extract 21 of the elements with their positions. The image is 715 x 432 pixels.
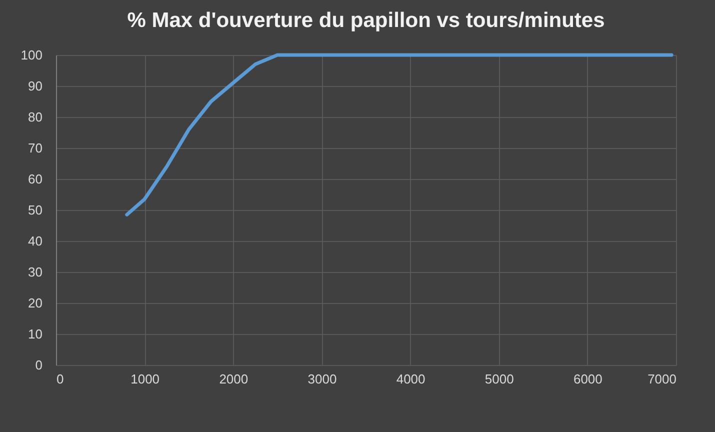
y-tick-label: 40	[28, 234, 42, 248]
y-tick-label: 50	[28, 202, 42, 218]
x-tick-label: 1000	[130, 372, 160, 386]
x-tick-label: 0	[56, 372, 64, 386]
y-tick-label: 80	[28, 110, 42, 124]
y-tick-label: 20	[28, 296, 42, 310]
y-tick-label: 60	[28, 172, 42, 186]
x-tick-label: 4000	[396, 372, 426, 386]
y-tick-label: 90	[28, 78, 42, 94]
x-tick-label: 2000	[219, 372, 248, 386]
y-tick-label: 0	[35, 358, 42, 372]
line-series	[125, 53, 674, 216]
y-tick-label: 70	[28, 140, 42, 156]
y-tick-label: 30	[28, 264, 42, 280]
y-tick-label: 100	[20, 48, 42, 62]
y-tick-label: 10	[28, 326, 42, 342]
x-tick-label: 3000	[308, 372, 337, 386]
chart-title: % Max d'ouverture du papillon vs tours/minutes	[127, 9, 605, 32]
x-tick-label: 6000	[573, 372, 602, 386]
x-tick-label: 7000	[648, 372, 676, 386]
x-tick-label: 5000	[484, 372, 514, 386]
